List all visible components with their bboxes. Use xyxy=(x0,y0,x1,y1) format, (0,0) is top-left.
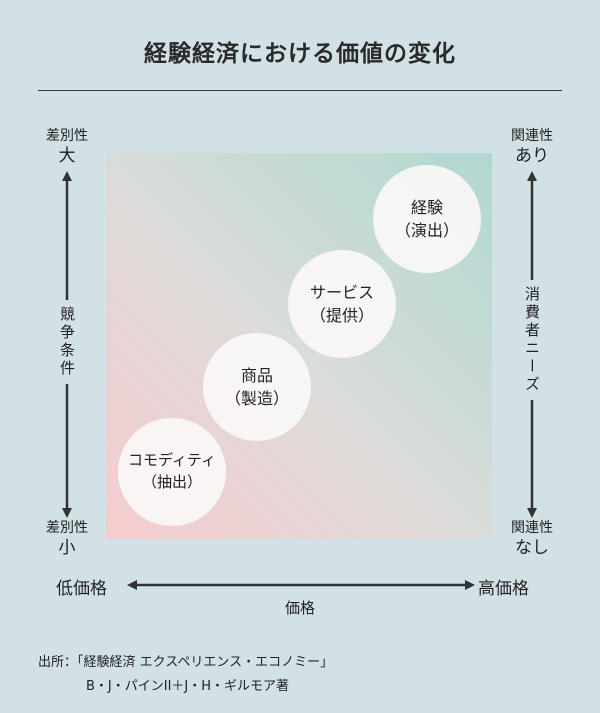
right-axis-bottom: 関連性 なし xyxy=(502,520,562,558)
right-top-small: 関連性 xyxy=(511,128,553,144)
left-axis-top: 差別性 大 xyxy=(37,128,97,166)
right-top-big: あり xyxy=(515,145,549,166)
left-bottom-small: 差別性 xyxy=(46,520,88,536)
left-top-big: 大 xyxy=(58,145,76,166)
right-bottom-big: なし xyxy=(515,537,549,558)
bottom-axis-label: 価格 xyxy=(284,599,315,617)
stage-service: サービス （提供） xyxy=(288,250,396,358)
right-bottom-small: 関連性 xyxy=(511,520,553,536)
page-title: 経験経済における価値の変化 xyxy=(144,41,456,67)
left-axis-bottom: 差別性 小 xyxy=(37,520,97,558)
stage-service-sub: （提供） xyxy=(309,306,374,325)
stage-goods-name: 商品 xyxy=(240,365,273,385)
title-divider xyxy=(38,90,562,91)
stage-service-name: サービス xyxy=(309,282,374,302)
bottom-axis-left: 低価格 xyxy=(56,579,107,599)
right-axis-label: 消費者ニーズ xyxy=(522,280,543,400)
stage-experience-name: 経験 xyxy=(410,197,443,217)
stage-commodity-sub: （抽出） xyxy=(141,473,202,491)
source-line-1: 出所：「経験経済 エクスペリエンス・エコノミー」 xyxy=(38,655,334,670)
stage-experience-sub: （演出） xyxy=(394,221,459,240)
bottom-axis-right: 高価格 xyxy=(478,579,529,599)
left-axis-label: 競争条件 xyxy=(57,300,78,384)
left-top-small: 差別性 xyxy=(46,128,88,144)
stage-goods: 商品 （製造） xyxy=(203,333,311,441)
stage-commodity: コモディティ （抽出） xyxy=(118,418,226,526)
right-axis-top: 関連性 あり xyxy=(502,128,562,166)
stage-commodity-name: コモディティ xyxy=(127,451,217,470)
left-bottom-big: 小 xyxy=(58,537,76,558)
stage-experience: 経験 （演出） xyxy=(373,165,481,273)
stage-goods-sub: （製造） xyxy=(224,389,289,408)
source-line-2: B・J・パインII＋J・H・ギルモア著 xyxy=(86,679,290,694)
